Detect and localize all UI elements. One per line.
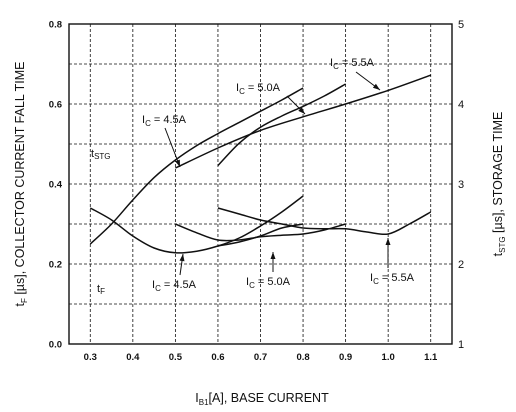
annotation-arrowhead <box>372 83 380 90</box>
x-axis-title: IB1[A], BASE CURRENT <box>195 391 329 407</box>
series-line-tf-4-5a-3 <box>89 195 304 254</box>
annotation-label: IC = 5.5A <box>370 272 415 286</box>
x-tick-label: 1.0 <box>382 352 395 363</box>
annotations: IC = 4.5A IC = 5.0A IC = 5.5A IC = 4.5A IC =… <box>91 57 415 296</box>
plot-frame <box>68 23 453 345</box>
y-right-tick-label: 3 <box>458 179 464 191</box>
annotation-label: IC = 4.5A <box>152 279 197 293</box>
y-left-tick-label: 0.2 <box>49 260 62 271</box>
y-right-tick-label: 4 <box>458 99 464 111</box>
annotation-label: IC = 5.0A <box>246 276 291 290</box>
annotation-leaders <box>164 71 391 276</box>
y-left-tick-label: 0.8 <box>49 20 62 31</box>
series-curves <box>89 74 432 254</box>
annotation-label: IC = 5.5A <box>330 57 375 71</box>
annotation-arrowhead <box>298 107 305 114</box>
series-line-tstg-4-5a-0 <box>89 87 304 245</box>
series-line-tstg-5-5a-2 <box>175 74 431 169</box>
annotation-label: IC = 5.0A <box>236 82 281 96</box>
annotation-arrowhead <box>179 254 185 262</box>
grid <box>69 24 452 344</box>
y-right-axis-title: tSTG [µs], STORAGE TIME <box>491 112 507 257</box>
y-right-tick-labels: 1 2 3 4 5 <box>458 19 464 351</box>
x-tick-label: 0.3 <box>84 352 97 363</box>
y-right-tick-label: 5 <box>458 19 464 31</box>
x-tick-label: 0.4 <box>126 352 140 363</box>
y-right-tick-label: 1 <box>458 339 464 351</box>
annotation-arrowhead <box>270 252 276 259</box>
y-left-tick-label: 0.0 <box>49 340 62 351</box>
curve-group-label: tSTG <box>91 148 111 161</box>
y-left-tick-label: 0.6 <box>49 100 62 111</box>
x-tick-label: 1.1 <box>424 352 438 363</box>
annotation-label: IC = 4.5A <box>142 114 187 128</box>
series-line-tf-5-0a-4 <box>217 223 304 247</box>
x-tick-label: 0.8 <box>296 352 309 363</box>
y-left-tick-labels: 0.0 0.2 0.4 0.6 0.8 <box>49 20 63 351</box>
curve-group-label: tF <box>97 283 105 296</box>
y-left-tick-label: 0.4 <box>49 180 63 191</box>
x-tick-label: 0.7 <box>254 352 267 363</box>
annotation-arrowhead <box>175 159 180 167</box>
x-tick-label: 0.9 <box>339 352 352 363</box>
series-line-tstg-5-0a-1 <box>217 83 346 167</box>
x-tick-label: 0.5 <box>169 352 183 363</box>
x-tick-labels: 0.3 0.4 0.5 0.6 0.7 0.8 0.9 1.0 1.1 <box>84 352 438 363</box>
y-right-tick-label: 2 <box>458 259 464 271</box>
y-left-axis-title: tF [µs], COLLECTOR CURRENT FALL TIME <box>13 61 29 306</box>
annotation-arrowhead <box>385 238 391 245</box>
x-tick-label: 0.6 <box>211 352 224 363</box>
series-line-tf-5-0a-5 <box>175 223 346 242</box>
series-line-tf-5-5a-6 <box>217 207 432 236</box>
